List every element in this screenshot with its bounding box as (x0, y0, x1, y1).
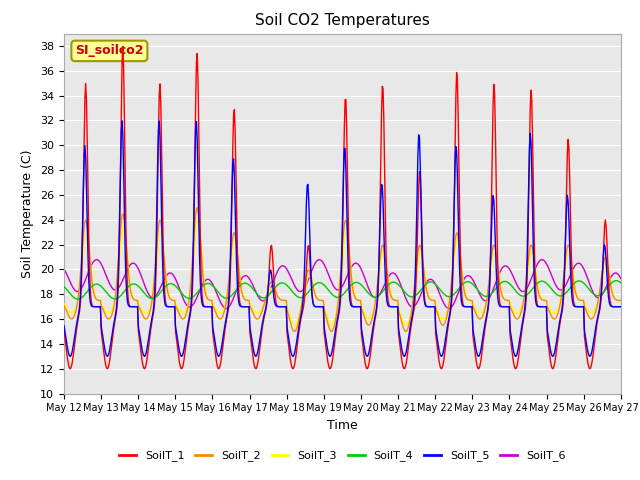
Legend: SoilT_1, SoilT_2, SoilT_3, SoilT_4, SoilT_5, SoilT_6: SoilT_1, SoilT_2, SoilT_3, SoilT_4, Soil… (115, 446, 570, 466)
Text: SI_soilco2: SI_soilco2 (75, 44, 143, 58)
X-axis label: Time: Time (327, 419, 358, 432)
Title: Soil CO2 Temperatures: Soil CO2 Temperatures (255, 13, 430, 28)
Y-axis label: Soil Temperature (C): Soil Temperature (C) (22, 149, 35, 278)
